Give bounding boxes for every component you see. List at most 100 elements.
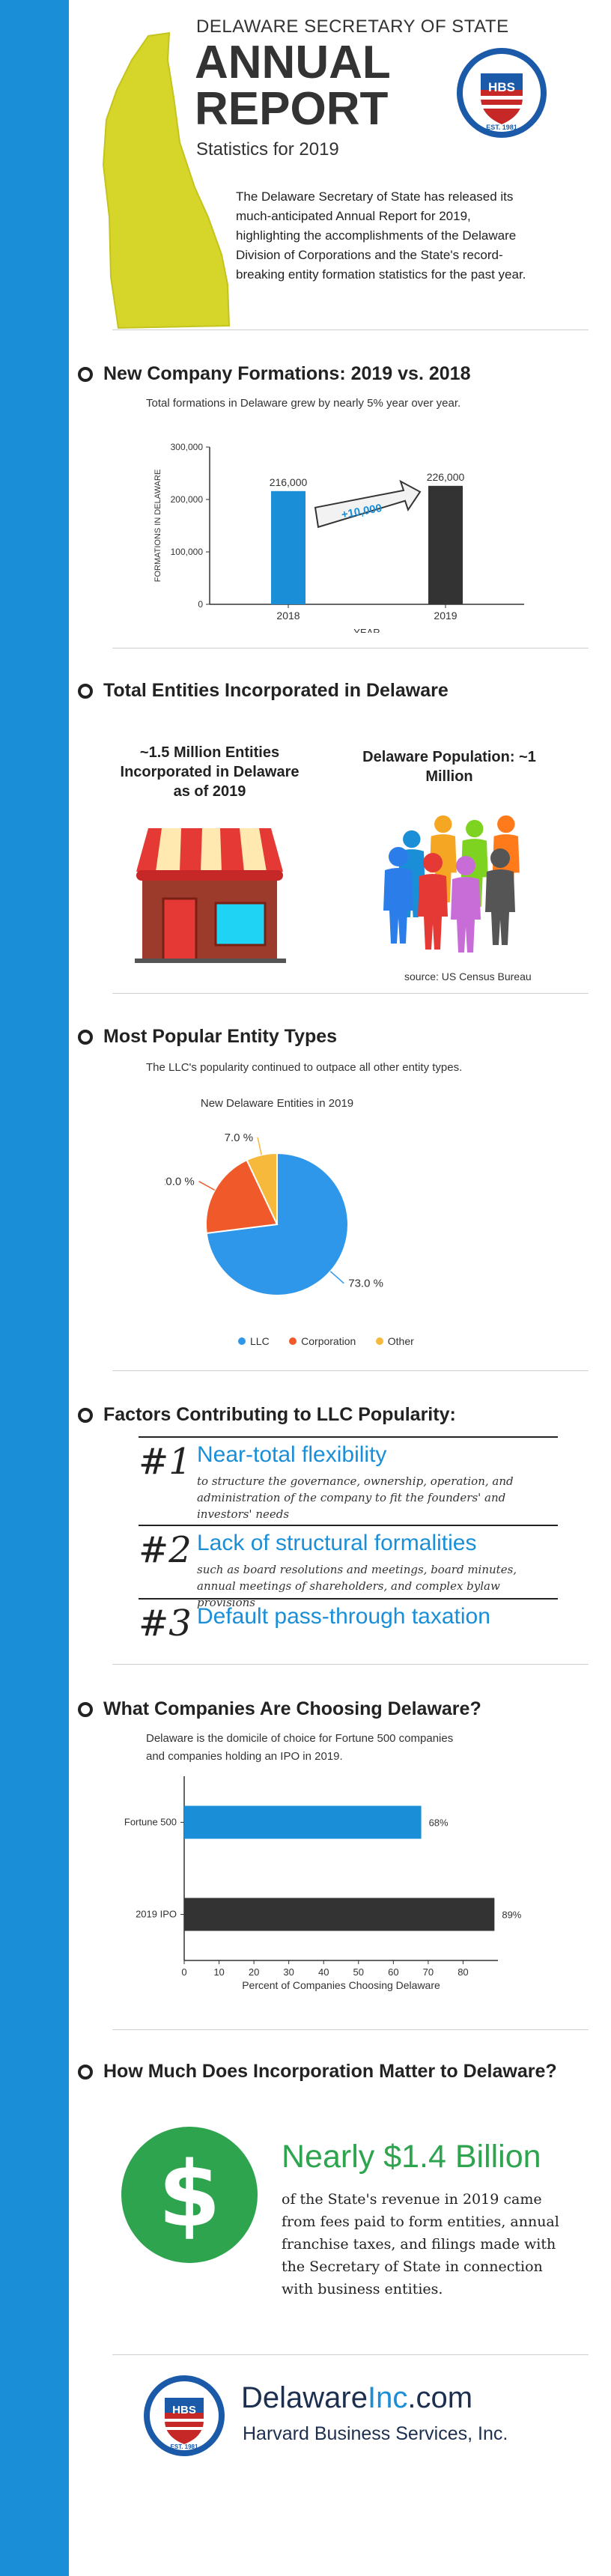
bar-value-label: 89% xyxy=(502,1910,521,1921)
dollar-circle-icon: $ xyxy=(121,2127,258,2263)
companies-subtitle: Delaware is the domicile of choice for F… xyxy=(146,1732,454,1763)
pie-title: New Delaware Entities in 2019 xyxy=(201,1097,353,1110)
person-body xyxy=(451,877,481,953)
factor-item: #1 Near-total flexibility to structure t… xyxy=(139,1438,558,1525)
y-tick-label: 0 xyxy=(198,599,203,610)
person-head xyxy=(423,853,443,872)
footer-brand[interactable]: DelawareInc.com xyxy=(241,2381,473,2414)
hbs-shield-icon xyxy=(457,48,547,138)
x-axis-label: Percent of Companies Choosing Delaware xyxy=(242,1979,440,1991)
growth-arrow-icon: +10,000 xyxy=(314,479,422,529)
x-tick-label: 2018 xyxy=(276,610,300,622)
footer-company: Harvard Business Services, Inc. xyxy=(243,2423,508,2444)
x-tick-label: 0 xyxy=(181,1966,186,1978)
person-head xyxy=(389,847,408,866)
delaware-map-icon xyxy=(102,31,231,329)
section-heading-companies: What Companies Are Choosing Delaware? xyxy=(78,1698,481,1720)
person-figure xyxy=(451,856,481,953)
bar xyxy=(428,485,463,604)
x-tick-label: 70 xyxy=(423,1966,434,1978)
dollar-sign: $ xyxy=(158,2142,221,2247)
title-report: REPORT xyxy=(195,83,389,135)
y-tick-label: 300,000 xyxy=(171,442,204,452)
person-body xyxy=(418,874,448,950)
hbs-shield-icon xyxy=(144,2375,225,2456)
factor-rule xyxy=(139,1598,558,1600)
section-title: How Much Does Incorporation Matter to De… xyxy=(103,2061,557,2082)
bar xyxy=(184,1805,422,1839)
divider xyxy=(112,993,589,994)
y-tick-label: 2019 IPO xyxy=(136,1909,177,1920)
person-body xyxy=(485,869,515,945)
divider xyxy=(112,1370,589,1371)
circle-bullet-icon xyxy=(78,683,93,699)
x-tick-label: 10 xyxy=(213,1966,224,1978)
source-note: source: US Census Bureau xyxy=(404,970,532,982)
x-tick-label: 20 xyxy=(249,1966,259,1978)
divider xyxy=(112,329,589,330)
section-title: What Companies Are Choosing Delaware? xyxy=(103,1698,481,1719)
divider xyxy=(112,2029,589,2030)
pie-leader-line xyxy=(329,1271,344,1284)
left-accent-bar xyxy=(0,0,69,2576)
revenue-description: of the State's revenue in 2019 came from… xyxy=(282,2191,559,2297)
page-subtitle: Statistics for 2019 xyxy=(196,139,339,160)
population-text: Delaware Population: ~1 Million xyxy=(362,749,536,785)
circle-bullet-icon xyxy=(78,1029,93,1045)
formations-bar-chart: 0 100,000 200,000 300,000 216,000 2018 226,000… xyxy=(153,442,524,633)
pie-leader-line xyxy=(257,1137,263,1155)
person-head xyxy=(456,856,475,875)
factor-rule xyxy=(139,1436,558,1438)
section-heading-formations: New Company Formations: 2019 vs. 2018 xyxy=(78,363,470,385)
factor-title: Lack of structural formalities xyxy=(197,1531,477,1555)
bar xyxy=(271,490,306,604)
section-title: New Company Formations: 2019 vs. 2018 xyxy=(103,363,471,384)
intro-paragraph: The Delaware Secretary of State has rele… xyxy=(236,189,526,282)
person-head xyxy=(434,815,452,833)
section-heading-entities: Total Entities Incorporated in Delaware xyxy=(78,680,449,702)
revenue-amount: Nearly $1.4 Billion xyxy=(282,2139,541,2175)
y-tick-label: 200,000 xyxy=(171,494,204,505)
x-tick-label: 60 xyxy=(388,1966,398,1978)
factor-number: #3 xyxy=(139,1603,192,1644)
person-head xyxy=(403,830,421,848)
section-title: Factors Contributing to LLC Popularity: xyxy=(103,1404,456,1425)
person-body xyxy=(383,868,413,944)
x-tick-label: 80 xyxy=(458,1966,468,1978)
section-heading-entity-types: Most Popular Entity Types xyxy=(78,1026,337,1048)
legend-swatch xyxy=(289,1337,297,1345)
agency-name: DELAWARE SECRETARY OF STATE xyxy=(196,16,509,37)
person-head xyxy=(490,848,510,868)
formations-subtitle: Total formations in Delaware grew by nea… xyxy=(146,397,461,410)
pie-legend: LLC Corporation Other xyxy=(238,1335,431,1349)
legend-item: LLC xyxy=(238,1335,270,1347)
logo-text: HBS xyxy=(172,2404,196,2416)
pie-value-label: 20.0 % xyxy=(165,1176,195,1188)
companies-bar-chart: 0 10 20 30 40 50 60 70 80 Fortune 500 68% 2019 IPO 8… xyxy=(124,1776,522,1991)
section-heading-factors: Factors Contributing to LLC Popularity: xyxy=(78,1404,456,1426)
title-annual: ANNUAL xyxy=(195,37,391,88)
logo-text: HBS xyxy=(488,80,515,94)
legend-swatch xyxy=(238,1337,246,1345)
footer-hbs-logo: HBS EST. 1981 xyxy=(142,2374,226,2458)
person-figure xyxy=(383,847,413,944)
factor-number: #1 xyxy=(139,1441,192,1483)
person-figure xyxy=(485,848,515,945)
circle-bullet-icon xyxy=(78,1701,93,1717)
factor-description: to structure the governance, ownership, … xyxy=(197,1474,514,1521)
y-tick-label: Fortune 500 xyxy=(124,1817,177,1828)
section-heading-revenue: How Much Does Incorporation Matter to De… xyxy=(78,2061,557,2083)
hbs-logo: HBS EST. 1981 xyxy=(455,46,548,139)
person-head xyxy=(466,819,484,838)
section-title: Total Entities Incorporated in Delaware xyxy=(103,680,449,701)
person-head xyxy=(497,815,515,833)
people-group xyxy=(383,815,520,953)
circle-bullet-icon xyxy=(78,1407,93,1423)
factor-rule xyxy=(139,1525,558,1526)
x-tick-label: 2019 xyxy=(434,610,457,622)
factor-title: Default pass-through taxation xyxy=(197,1604,490,1629)
person-figure xyxy=(418,853,448,950)
x-tick-label: 50 xyxy=(353,1966,364,1978)
legend-swatch xyxy=(375,1337,383,1345)
bar-value-label: 68% xyxy=(429,1817,449,1829)
